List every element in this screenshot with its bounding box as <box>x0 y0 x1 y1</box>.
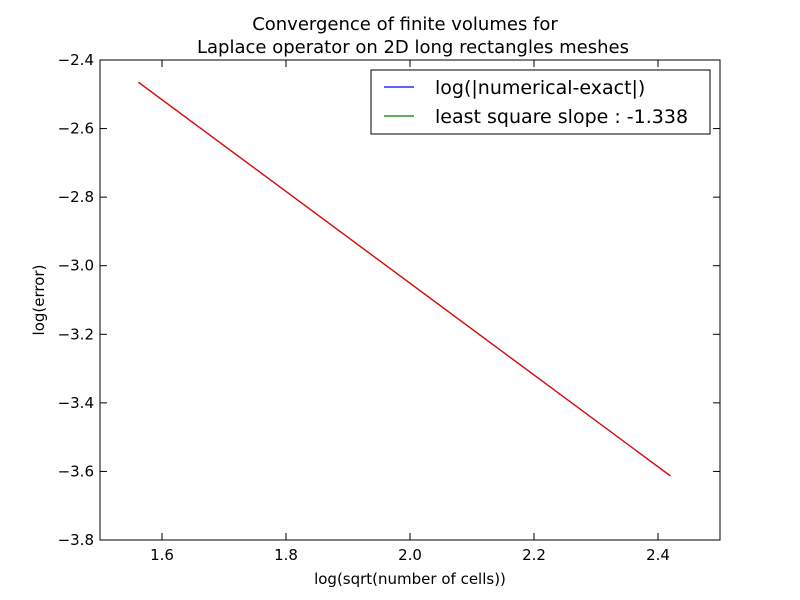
chart-title-line2: Laplace operator on 2D long rectangles m… <box>197 37 629 58</box>
y-tick-label: −2.6 <box>58 120 94 138</box>
legend-label-numerical: log(|numerical-exact|) <box>435 77 645 99</box>
y-tick-label: −3.6 <box>58 462 94 480</box>
series-line-2 <box>138 81 671 477</box>
y-tick-label: −2.4 <box>58 51 94 69</box>
ticks-layer: 1.6 1.8 2.0 2.2 2.4 −2.4 −2.6 −2.8 −3.0 −3.2 −3.4 −… <box>58 51 720 564</box>
y-tick-label: −3.0 <box>58 257 94 275</box>
x-tick-label: 1.6 <box>150 546 174 564</box>
series-layer <box>138 81 671 477</box>
x-tick-label: 2.4 <box>646 546 670 564</box>
chart-title-line1: Convergence of finite volumes for <box>252 14 558 35</box>
y-tick-label: −3.2 <box>58 325 94 343</box>
plot-frame <box>99 59 721 541</box>
x-axis-label: log(sqrt(number of cells)) <box>314 570 506 588</box>
x-tick-label: 1.8 <box>274 546 298 564</box>
y-tick-label: −3.8 <box>58 531 94 549</box>
y-tick-label: −3.4 <box>58 394 94 412</box>
y-tick-label: −2.8 <box>58 188 94 206</box>
legend: log(|numerical-exact|) least square slop… <box>370 69 711 135</box>
y-axis-label: log(error) <box>30 265 48 336</box>
x-tick-label: 2.0 <box>398 546 422 564</box>
x-tick-label: 2.2 <box>522 546 546 564</box>
legend-label-least-square: least square slope : -1.338 <box>435 106 688 128</box>
legend-box <box>370 69 711 135</box>
